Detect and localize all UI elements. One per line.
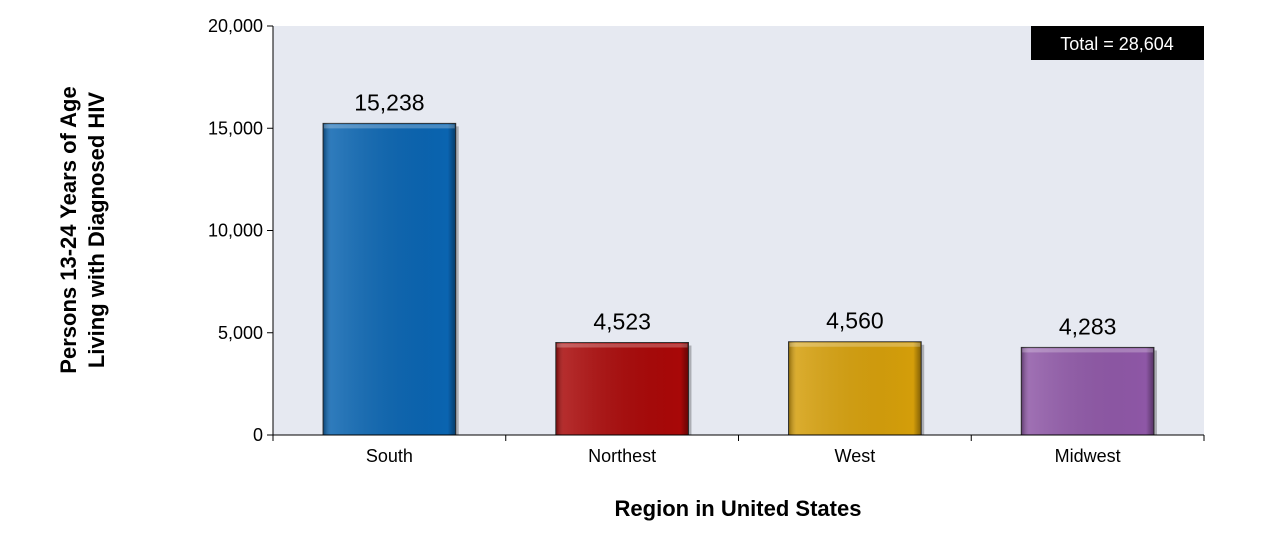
bar-bevel bbox=[1021, 347, 1154, 435]
y-tick-label: 20,000 bbox=[208, 16, 263, 36]
value-label-south: 15,238 bbox=[354, 89, 424, 115]
bars-group bbox=[322, 122, 1157, 436]
bar-top-highlight bbox=[324, 124, 455, 129]
bar-bevel bbox=[323, 123, 456, 435]
x-axis: South Northest West Midwest bbox=[272, 435, 1205, 466]
value-label-west: 4,560 bbox=[826, 308, 884, 334]
bar-top-highlight bbox=[556, 343, 688, 348]
bar-bevel bbox=[788, 341, 922, 435]
y-tick-label: 10,000 bbox=[208, 221, 263, 241]
y-tick-label: 15,000 bbox=[208, 118, 263, 138]
y-tick-label: 5,000 bbox=[218, 323, 263, 343]
x-tick-label-south: South bbox=[366, 446, 413, 466]
y-axis-title-group: Persons 13-24 Years of Age Living with D… bbox=[56, 86, 109, 373]
x-tick-label-midwest: Midwest bbox=[1055, 446, 1121, 466]
value-label-northest: 4,523 bbox=[593, 309, 651, 335]
x-axis-title: Region in United States bbox=[615, 496, 862, 521]
value-label-midwest: 4,283 bbox=[1059, 313, 1117, 339]
x-tick-label-west: West bbox=[835, 446, 876, 466]
y-axis-title-line-1: Persons 13-24 Years of Age bbox=[56, 86, 81, 373]
x-tick-label-northest: Northest bbox=[588, 446, 656, 466]
value-labels-group: 15,238 4,523 4,560 4,283 bbox=[354, 89, 1116, 339]
total-badge bbox=[1031, 26, 1204, 60]
bar-top-highlight bbox=[789, 342, 921, 347]
y-tick-label: 0 bbox=[253, 425, 263, 445]
total-annotation: Total = 28,604 bbox=[1031, 26, 1204, 60]
y-axis-title-line-2: Living with Diagnosed HIV bbox=[84, 92, 109, 369]
bar-top-highlight bbox=[1022, 348, 1153, 353]
y-axis: 0 5,000 10,000 15,000 20,000 bbox=[208, 16, 273, 445]
total-badge-text: Total = 28,604 bbox=[1060, 34, 1174, 54]
bar-bevel bbox=[555, 342, 689, 435]
